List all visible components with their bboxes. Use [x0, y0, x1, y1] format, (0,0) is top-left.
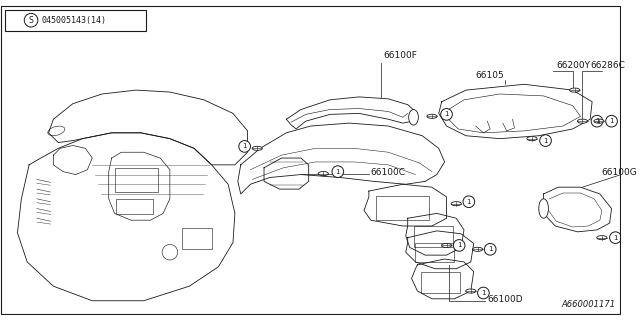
Text: S: S — [29, 16, 33, 25]
Bar — [415, 226, 453, 247]
Ellipse shape — [539, 199, 548, 218]
Ellipse shape — [427, 114, 437, 118]
Circle shape — [591, 115, 603, 127]
Text: 66105: 66105 — [476, 71, 504, 80]
Circle shape — [540, 135, 551, 147]
Circle shape — [477, 287, 489, 299]
Text: 1: 1 — [609, 118, 614, 124]
Ellipse shape — [466, 289, 476, 293]
Ellipse shape — [451, 202, 461, 206]
Circle shape — [332, 166, 344, 178]
Text: 1: 1 — [335, 169, 340, 175]
Circle shape — [453, 240, 465, 251]
Circle shape — [610, 232, 621, 244]
Circle shape — [24, 13, 38, 27]
Text: 66200Y: 66200Y — [556, 61, 590, 70]
Ellipse shape — [596, 236, 607, 240]
Text: 045005143(14): 045005143(14) — [42, 16, 107, 25]
Circle shape — [463, 196, 475, 208]
Text: 1: 1 — [595, 118, 599, 124]
Text: 1: 1 — [14, 16, 19, 25]
Ellipse shape — [252, 146, 262, 150]
Ellipse shape — [472, 247, 483, 251]
Text: 66100C: 66100C — [371, 168, 406, 177]
Circle shape — [484, 244, 496, 255]
Circle shape — [10, 13, 23, 27]
Bar — [115, 168, 158, 192]
Bar — [415, 243, 454, 262]
Ellipse shape — [577, 119, 588, 123]
Circle shape — [239, 140, 250, 152]
Ellipse shape — [527, 137, 537, 141]
Ellipse shape — [594, 119, 604, 123]
Ellipse shape — [409, 109, 419, 125]
Ellipse shape — [442, 244, 452, 247]
Text: 1: 1 — [444, 111, 449, 117]
Bar — [116, 199, 154, 214]
Ellipse shape — [318, 172, 328, 176]
Text: 66100G: 66100G — [602, 168, 637, 177]
Ellipse shape — [570, 88, 580, 92]
Text: 1: 1 — [243, 143, 247, 149]
Text: 66286C: 66286C — [590, 61, 625, 70]
Text: A660001171: A660001171 — [561, 300, 616, 309]
Text: 66100D: 66100D — [487, 295, 523, 304]
Text: 1: 1 — [481, 290, 486, 296]
Bar — [376, 196, 429, 220]
Text: 1: 1 — [543, 138, 548, 144]
Bar — [421, 272, 460, 293]
Text: 66100F: 66100F — [383, 51, 417, 60]
FancyBboxPatch shape — [5, 10, 146, 31]
Text: 1: 1 — [488, 246, 492, 252]
Bar — [182, 228, 212, 249]
Circle shape — [605, 115, 618, 127]
Text: 1: 1 — [457, 243, 461, 248]
Text: 1: 1 — [613, 235, 618, 241]
Text: 1: 1 — [467, 199, 471, 205]
Circle shape — [441, 108, 452, 120]
